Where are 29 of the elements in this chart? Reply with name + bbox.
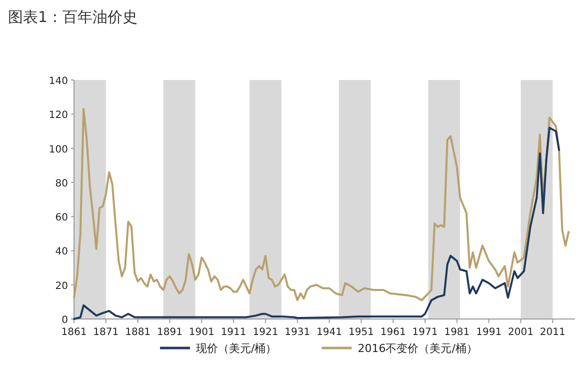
- x-tick-label: 1891: [157, 327, 182, 338]
- line-series: [73, 126, 560, 320]
- x-tick-label: 1951: [348, 327, 374, 338]
- legend-label: 2016不变价（美元/桶）: [358, 342, 478, 355]
- x-tick-label: 1931: [284, 327, 310, 338]
- y-tick-label: 80: [55, 178, 68, 190]
- x-tick-label: 1921: [252, 327, 278, 338]
- x-tick-label: 1881: [125, 327, 151, 338]
- x-tick-label: 2011: [540, 327, 566, 338]
- y-tick-label: 40: [55, 246, 68, 258]
- x-tick-label: 1911: [220, 327, 246, 338]
- x-tick-label: 1861: [61, 327, 87, 338]
- y-tick-label: 120: [48, 110, 68, 122]
- x-tick-label: 2001: [508, 327, 534, 338]
- y-tick-label: 100: [48, 144, 68, 156]
- y-tick-label: 60: [55, 212, 68, 224]
- x-tick-label: 1991: [476, 327, 502, 338]
- line-series: [73, 108, 570, 302]
- x-tick-label: 1981: [444, 327, 470, 338]
- y-tick-label: 20: [55, 280, 68, 292]
- x-tick-label: 1871: [93, 327, 119, 338]
- y-tick-label: 140: [48, 76, 68, 87]
- x-tick-label: 1971: [412, 327, 438, 338]
- y-tick-label: 0: [62, 315, 68, 326]
- chart-title: 图表1：百年油价史: [8, 8, 138, 26]
- x-tick-label: 1941: [316, 327, 342, 338]
- legend-label: 现价（美元/桶）: [196, 342, 277, 355]
- x-tick-label: 1961: [380, 327, 406, 338]
- x-tick-label: 1901: [188, 327, 214, 338]
